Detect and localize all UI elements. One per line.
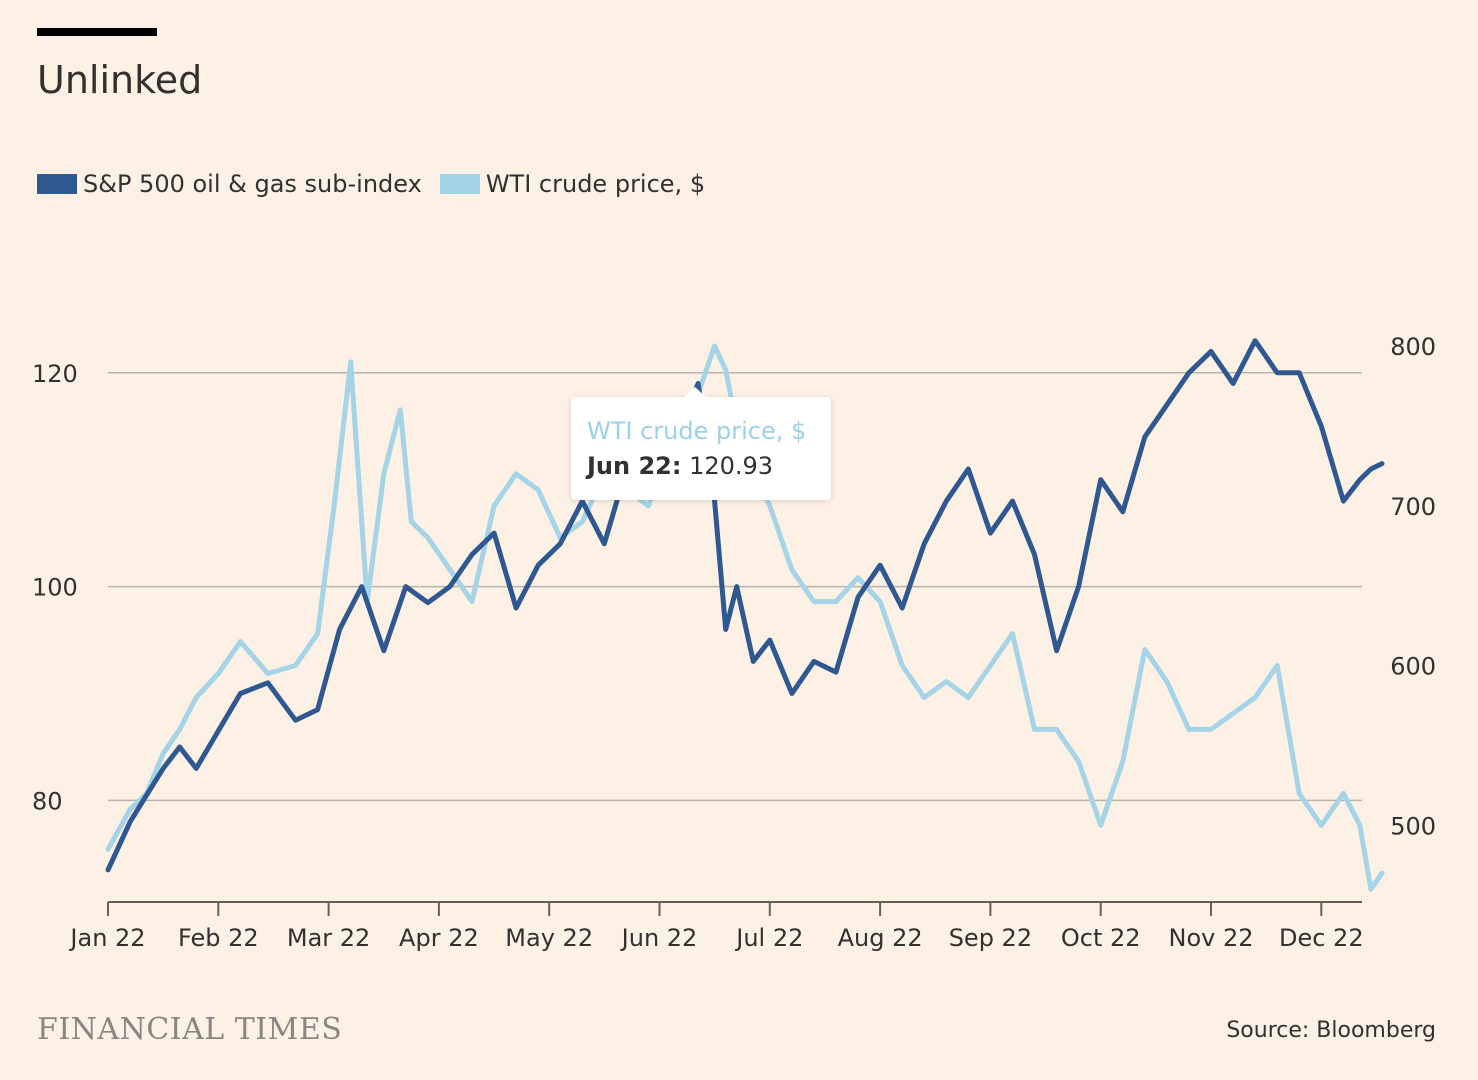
x-tick-label: Feb 22 (178, 924, 259, 952)
legend-item-wti: WTI crude price, $ (439, 170, 706, 198)
x-tick-label: Jan 22 (68, 924, 145, 952)
tooltip-series-name: WTI crude price, $ (587, 417, 807, 445)
legend-label-wti: WTI crude price, $ (485, 170, 706, 198)
x-tick-label: Aug 22 (838, 924, 923, 952)
x-tick-label: Jul 22 (734, 924, 803, 952)
right-tick-label: 700 (1390, 493, 1436, 521)
source-note: Source: Bloomberg (1226, 1018, 1436, 1043)
tooltip-value: 120.93 (689, 452, 774, 480)
tooltip-date: Jun 22: (587, 452, 682, 480)
x-tick-label: Sep 22 (949, 924, 1032, 952)
right-tick-label: 600 (1390, 653, 1436, 681)
top-rule (37, 28, 157, 36)
left-tick-label: 80 (32, 787, 63, 815)
ft-logo: FINANCIAL TIMES (37, 1012, 343, 1047)
x-tick-label: Apr 22 (399, 924, 479, 952)
legend: S&P 500 oil & gas sub-index WTI crude pr… (37, 170, 723, 198)
legend-label-sp500: S&P 500 oil & gas sub-index (83, 170, 422, 198)
legend-item-sp500: S&P 500 oil & gas sub-index (37, 170, 422, 198)
chart-title: Unlinked (37, 58, 203, 102)
x-tick-label: Mar 22 (287, 924, 370, 952)
series-line-sp500 (105, 338, 1385, 873)
series-line-wti (105, 343, 1385, 892)
x-tick-label: Dec 22 (1279, 924, 1364, 952)
x-tick-label: Nov 22 (1168, 924, 1253, 952)
right-tick-label: 800 (1390, 333, 1436, 361)
legend-swatch-sp500 (37, 174, 77, 194)
tooltip-row: Jun 22: 120.93 (587, 447, 815, 485)
right-tick-label: 500 (1390, 812, 1436, 840)
x-tick-label: May 22 (505, 924, 593, 952)
x-tick-label: Oct 22 (1061, 924, 1141, 952)
x-tick-label: Jun 22 (620, 924, 698, 952)
left-tick-label: 120 (32, 360, 78, 388)
tooltip: WTI crude price, $ Jun 22: 120.93 (571, 387, 831, 500)
left-tick-label: 100 (32, 574, 78, 602)
legend-swatch-wti (439, 174, 480, 194)
